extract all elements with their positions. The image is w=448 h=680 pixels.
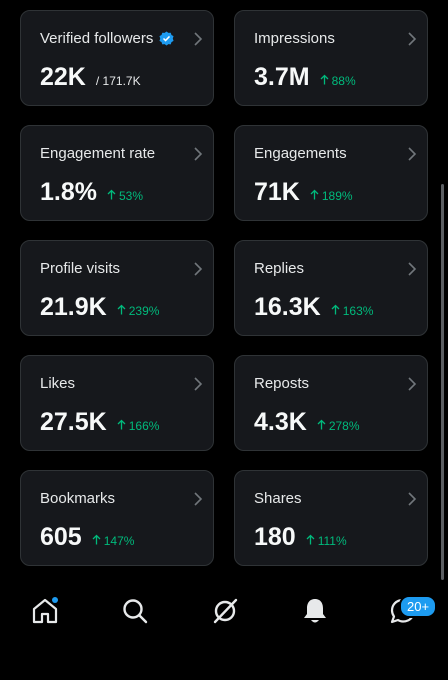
verified-badge	[159, 31, 174, 46]
metric-change: 239%	[117, 304, 160, 318]
metric-value: 21.9K	[40, 293, 107, 321]
card-values: 22K / 171.7K	[40, 63, 141, 92]
metric-card[interactable]: Impressions 3.7M 88%	[234, 10, 428, 106]
card-title: Profile visits	[40, 260, 120, 277]
chevron-icon	[408, 147, 417, 161]
up-arrow	[310, 189, 319, 200]
change-text: 88%	[331, 74, 356, 88]
metric-value: 27.5K	[40, 408, 107, 436]
metric-value: 180	[254, 523, 296, 551]
chevron-icon	[408, 377, 417, 391]
metric-change: 147%	[92, 534, 135, 548]
metric-total: / 171.7K	[95, 74, 141, 88]
card-title-text: Impressions	[254, 30, 335, 47]
metric-change: 53%	[107, 189, 143, 203]
search-icon[interactable]	[120, 596, 150, 626]
change-text: 147%	[103, 534, 135, 548]
change-text: 111%	[317, 534, 347, 548]
card-title-text: Profile visits	[40, 260, 121, 277]
card-title-text: Engagements	[254, 145, 347, 162]
change-text: 53%	[118, 189, 144, 203]
card-values: 3.7M 88%	[254, 63, 356, 92]
card-title: Engagement rate	[40, 145, 155, 162]
home-icon[interactable]	[30, 596, 60, 626]
up-arrow	[92, 534, 101, 545]
metric-card[interactable]: Replies 16.3K 163%	[234, 240, 428, 336]
up-arrow	[117, 304, 126, 315]
metric-value: 71K	[254, 178, 300, 206]
notifications-icon[interactable]	[300, 596, 330, 626]
metric-value: 4.3K	[254, 408, 307, 436]
change-text: 278%	[328, 419, 360, 433]
messages-badge: 20+	[399, 595, 438, 618]
chevron-icon	[194, 32, 203, 46]
card-title-text: Reposts	[254, 375, 310, 392]
card-values: 180 111%	[254, 523, 347, 552]
card-values: 21.9K 239%	[40, 293, 159, 322]
card-title-text: Bookmarks	[40, 490, 116, 507]
card-values: 27.5K 166%	[40, 408, 159, 437]
metric-card[interactable]: Profile visits 21.9K 239%	[20, 240, 214, 336]
change-text: 163%	[342, 304, 374, 318]
card-values: 4.3K 278%	[254, 408, 360, 437]
metric-card[interactable]: Reposts 4.3K 278%	[234, 355, 428, 451]
up-arrow	[331, 304, 340, 315]
up-arrow	[306, 534, 315, 545]
card-values: 1.8% 53%	[40, 178, 143, 207]
card-title: Shares	[254, 490, 302, 507]
card-title: Reposts	[254, 375, 309, 392]
metric-change: 163%	[331, 304, 374, 318]
card-values: 605 147%	[40, 523, 134, 552]
metric-value: 605	[40, 523, 82, 551]
scrollbar	[441, 184, 444, 580]
metric-card[interactable]: Bookmarks 605 147%	[20, 470, 214, 566]
up-arrow	[107, 189, 116, 200]
metric-card[interactable]: Engagements 71K 189%	[234, 125, 428, 221]
chevron-icon	[194, 147, 203, 161]
card-title: Likes	[40, 375, 75, 392]
change-text: 166%	[128, 419, 160, 433]
chevron-icon	[408, 262, 417, 276]
chevron-icon	[408, 32, 417, 46]
up-arrow	[117, 419, 126, 430]
up-arrow	[320, 74, 329, 85]
card-title-text: Engagement rate	[40, 145, 156, 162]
metric-change: 278%	[317, 419, 360, 433]
metric-value: 1.8%	[40, 178, 97, 206]
metric-change: 189%	[310, 189, 353, 203]
chevron-icon	[194, 377, 203, 391]
card-title: Engagements	[254, 145, 347, 162]
metric-card[interactable]: Shares 180 111%	[234, 470, 428, 566]
change-text: 239%	[128, 304, 160, 318]
card-title: Impressions	[254, 30, 335, 47]
chevron-icon	[194, 262, 203, 276]
card-title: Bookmarks	[40, 490, 115, 507]
card-title: Replies	[254, 260, 304, 277]
card-title-text: Shares	[254, 490, 302, 507]
metric-card[interactable]: Engagement rate 1.8% 53%	[20, 125, 214, 221]
metric-card[interactable]: Verified followers 22K / 171.7K	[20, 10, 214, 106]
card-title-text: Verified followers	[40, 30, 154, 47]
metric-change: 88%	[320, 74, 356, 88]
chevron-icon	[194, 492, 203, 506]
metric-value: 16.3K	[254, 293, 321, 321]
card-title-text: Likes	[40, 375, 76, 392]
metric-value: 22K	[40, 63, 86, 91]
metric-card[interactable]: Likes 27.5K 166%	[20, 355, 214, 451]
card-title-text: Replies	[254, 260, 305, 277]
metric-change: 111%	[306, 534, 347, 548]
metric-change: 166%	[117, 419, 160, 433]
metric-value: 3.7M	[254, 63, 310, 91]
change-text: 189%	[321, 189, 353, 203]
card-title: Verified followers	[40, 30, 174, 47]
chevron-icon	[408, 492, 417, 506]
card-values: 71K 189%	[254, 178, 353, 207]
grok-icon[interactable]	[210, 596, 240, 626]
card-values: 16.3K 163%	[254, 293, 373, 322]
up-arrow	[317, 419, 326, 430]
